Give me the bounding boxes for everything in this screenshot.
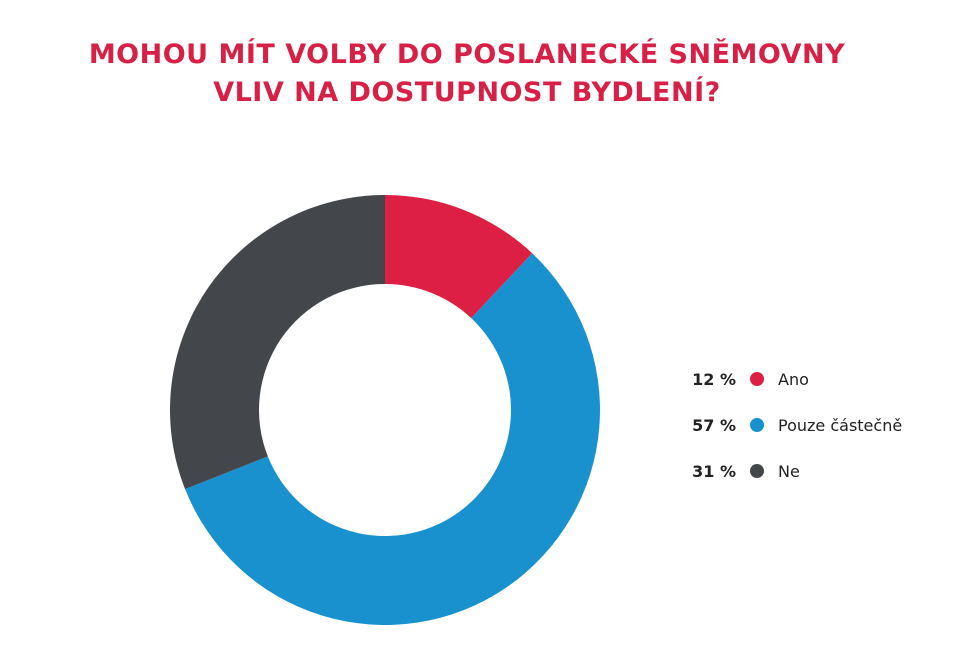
legend-label: Ano (778, 369, 809, 389)
donut-slice-2 (169, 195, 385, 490)
legend-label: Pouze částečně (778, 415, 903, 435)
legend-swatch-icon (750, 372, 764, 386)
legend-value: 12 % (692, 369, 736, 389)
donut-slice-1 (185, 253, 600, 626)
donut-slice-0 (385, 195, 533, 319)
chart-title: MOHOU MÍT VOLBY DO POSLANECKÉ SNĚMOVNY V… (0, 36, 934, 112)
legend-value: 57 % (692, 415, 736, 435)
legend-value: 31 % (692, 461, 736, 481)
legend-swatch-icon (750, 418, 764, 432)
legend-item: 12 % Ano (672, 356, 962, 402)
legend-item: 31 % Ne (672, 448, 962, 494)
chart-title-line-1: MOHOU MÍT VOLBY DO POSLANECKÉ SNĚMOVNY (88, 39, 846, 70)
chart-legend: 12 % Ano 57 % Pouze částečně 31 % Ne (672, 356, 962, 494)
legend-swatch-icon (750, 464, 764, 478)
legend-item: 57 % Pouze částečně (672, 402, 962, 448)
chart-title-line-2: VLIV NA DOSTUPNOST BYDLENÍ? (213, 77, 721, 108)
legend-label: Ne (778, 461, 800, 481)
donut-chart (169, 195, 600, 626)
